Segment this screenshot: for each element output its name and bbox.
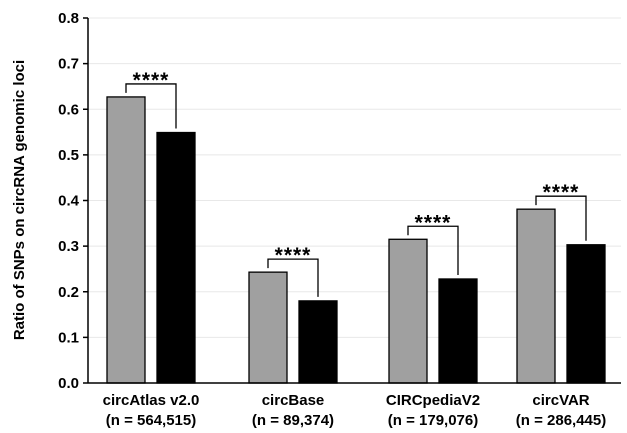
x-category-label: circAtlas v2.0 — [103, 392, 200, 409]
y-axis-title: Ratio of SNPs on circRNA genomic loci — [11, 60, 28, 340]
bar-black — [438, 278, 478, 384]
bar-black — [566, 244, 606, 384]
y-tick-label: 0.1 — [58, 329, 79, 346]
bar-gray — [106, 96, 146, 384]
y-tick-label: 0.6 — [58, 101, 79, 118]
bar-gray — [248, 271, 288, 384]
significance-brackets: **** **** **** **** — [125, 69, 587, 297]
significance-label: **** — [415, 211, 452, 234]
bar-black — [298, 300, 338, 384]
x-category-label: CIRCpediaV2 — [386, 392, 480, 409]
x-category-count: (n = 286,445) — [516, 412, 606, 429]
y-tick-label: 0.8 — [58, 10, 79, 27]
significance-label: **** — [543, 181, 580, 204]
y-tick-label: 0.0 — [58, 375, 79, 392]
significance-bracket — [125, 83, 177, 129]
x-category-label: circBase — [262, 392, 325, 409]
y-tick-label: 0.3 — [58, 238, 79, 255]
significance-bracket — [407, 225, 459, 275]
significance-label: **** — [275, 244, 312, 267]
x-category-count: (n = 89,374) — [252, 412, 334, 429]
significance-bracket — [267, 258, 319, 297]
y-tick-label: 0.2 — [58, 284, 79, 301]
bars — [106, 96, 606, 384]
y-tick-label: 0.4 — [58, 193, 80, 210]
y-tick-label: 0.7 — [58, 56, 79, 73]
significance-bracket — [535, 195, 587, 241]
axes: 0.0 0.1 0.2 0.3 0.4 0.5 0.6 0.7 0.8 circAtlas v2.… — [58, 10, 621, 429]
bar-gray — [516, 208, 556, 384]
x-category-count: (n = 179,076) — [388, 412, 478, 429]
x-category-label: circVAR — [532, 392, 589, 409]
y-tick-label: 0.5 — [58, 147, 79, 164]
bar-black — [156, 131, 196, 384]
significance-label: **** — [133, 69, 170, 92]
x-category-count: (n = 564,515) — [106, 412, 196, 429]
bar-gray — [388, 238, 428, 384]
